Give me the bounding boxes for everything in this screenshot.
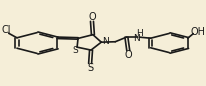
Text: H: H [136, 29, 142, 38]
Text: S: S [72, 46, 78, 55]
Text: O: O [124, 50, 132, 60]
Text: Cl: Cl [1, 25, 11, 35]
Text: N: N [103, 37, 109, 46]
Text: OH: OH [190, 27, 205, 37]
Text: N: N [133, 34, 140, 42]
Text: O: O [88, 12, 96, 22]
Text: S: S [87, 63, 93, 73]
